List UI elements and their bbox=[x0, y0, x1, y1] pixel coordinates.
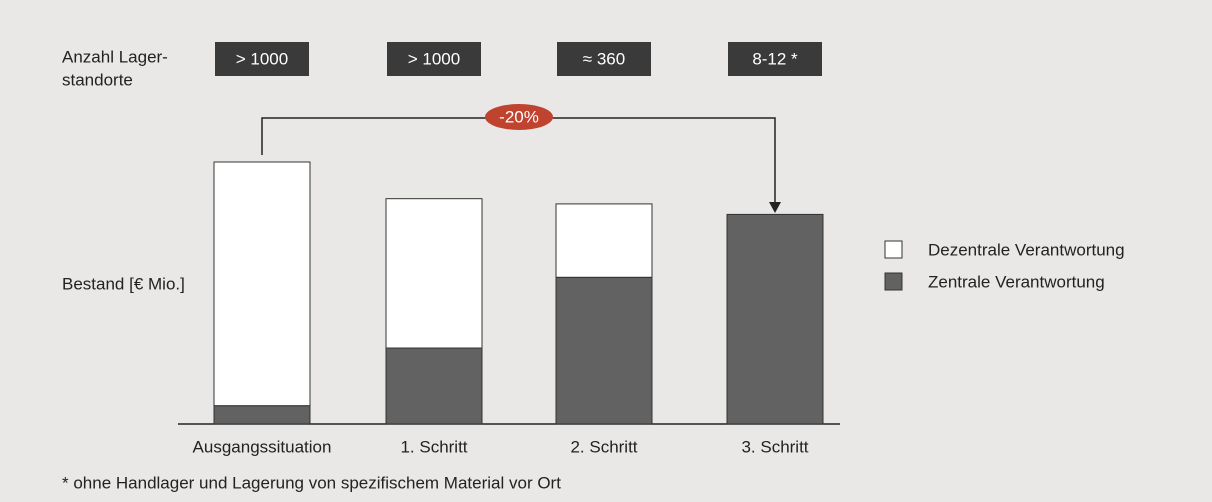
bar-segment bbox=[213, 161, 311, 407]
legend-swatch bbox=[884, 240, 903, 259]
bar-segment bbox=[726, 213, 824, 425]
y-axis-label: Bestand [€ Mio.] bbox=[62, 274, 185, 293]
change-badge bbox=[485, 104, 553, 130]
legend-label: Dezentrale Verantwortung bbox=[928, 240, 1125, 259]
x-tick-label: 3. Schritt bbox=[741, 437, 808, 456]
site-count: ≈ 360 bbox=[583, 49, 625, 68]
bar-segment bbox=[213, 405, 311, 425]
bar-segment bbox=[555, 203, 653, 278]
site-count-box bbox=[387, 42, 481, 76]
site-count: > 1000 bbox=[408, 49, 460, 68]
x-tick-label: 2. Schritt bbox=[570, 437, 637, 456]
site-count: 8-12 * bbox=[752, 49, 798, 68]
bar-segment bbox=[555, 276, 653, 425]
x-tick-label: 1. Schritt bbox=[400, 437, 467, 456]
bar-segment bbox=[385, 198, 483, 349]
site-count-box bbox=[557, 42, 651, 76]
site-count: > 1000 bbox=[236, 49, 288, 68]
bar-segment bbox=[385, 347, 483, 425]
arrow-head bbox=[769, 202, 781, 213]
x-tick-label: Ausgangssituation bbox=[193, 437, 332, 456]
site-count-box bbox=[728, 42, 822, 76]
footnote: * ohne Handlager und Lagerung von spezif… bbox=[62, 473, 561, 492]
row-label: standorte bbox=[62, 70, 133, 89]
site-count-box bbox=[215, 42, 309, 76]
legend-swatch bbox=[884, 272, 903, 291]
legend-label: Zentrale Verantwortung bbox=[928, 272, 1105, 291]
row-label: Anzahl Lager- bbox=[62, 47, 168, 66]
change-label: -20% bbox=[499, 107, 539, 126]
